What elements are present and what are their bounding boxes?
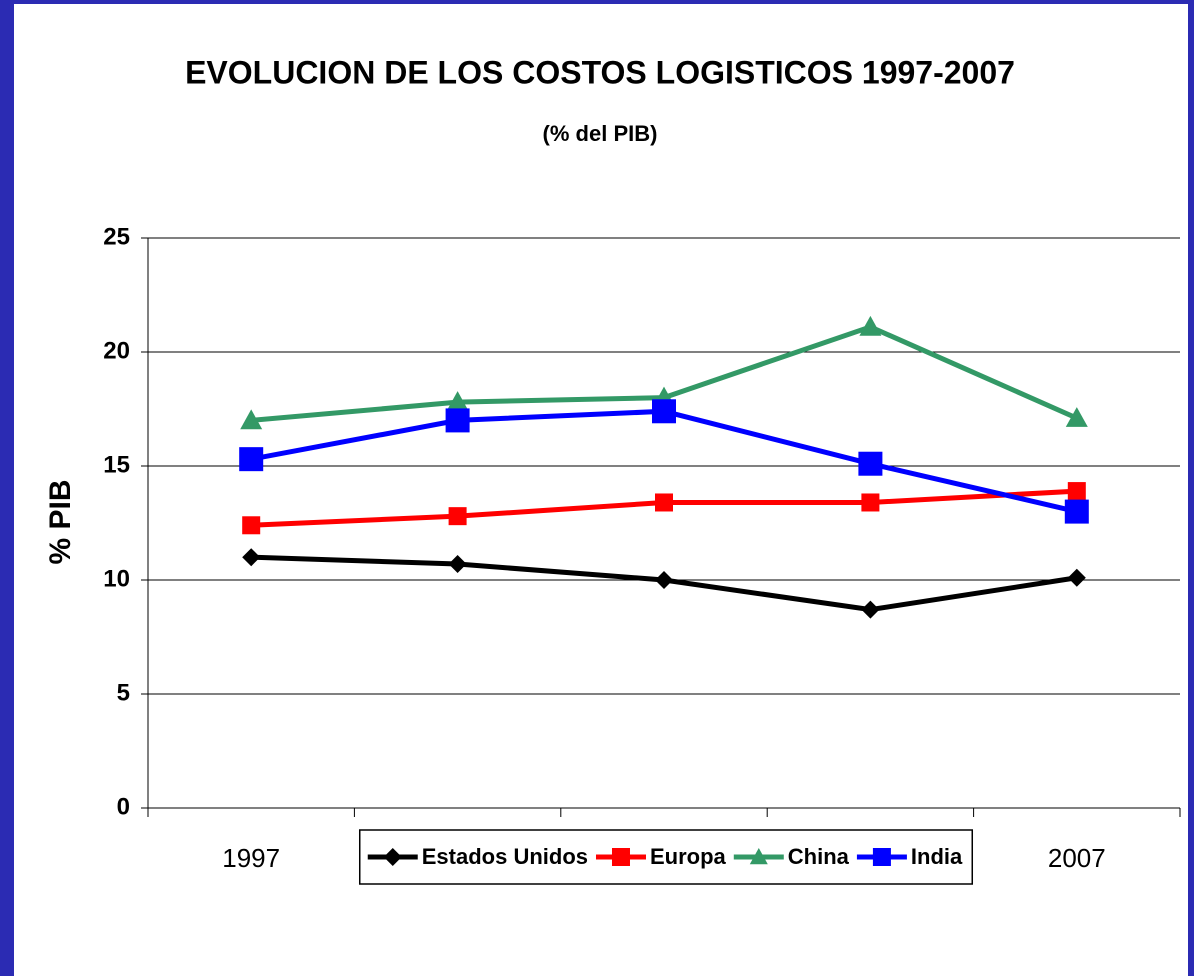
y-tick-label: 5 bbox=[117, 679, 130, 706]
marker bbox=[1064, 499, 1089, 524]
marker bbox=[240, 409, 263, 430]
marker bbox=[448, 555, 467, 574]
marker bbox=[872, 848, 891, 866]
legend-item: China bbox=[733, 844, 850, 869]
legend-label: Europa bbox=[650, 844, 727, 869]
x-tick-label: 2007 bbox=[1048, 843, 1106, 873]
marker bbox=[859, 315, 882, 336]
marker bbox=[858, 451, 883, 476]
marker bbox=[749, 848, 768, 865]
y-tick-label: 15 bbox=[103, 451, 130, 478]
marker bbox=[239, 447, 264, 472]
marker bbox=[655, 493, 673, 512]
marker bbox=[1065, 407, 1088, 427]
x-tick-label: 1997 bbox=[222, 843, 280, 873]
marker bbox=[242, 516, 261, 535]
legend-item: Europa bbox=[595, 844, 727, 869]
chart-title: EVOLUCION DE LOS COSTOS LOGISTICOS 1997-… bbox=[185, 54, 1015, 90]
y-tick-label: 25 bbox=[103, 223, 130, 250]
marker bbox=[652, 399, 676, 424]
marker bbox=[861, 600, 880, 619]
marker bbox=[1067, 482, 1086, 501]
marker bbox=[655, 571, 673, 589]
y-axis-label: % PIB bbox=[44, 479, 77, 564]
legend: Estados Unidos Europa China India bbox=[358, 829, 974, 885]
legend-label: India bbox=[911, 844, 963, 869]
legend-label: Estados Unidos bbox=[422, 844, 588, 869]
legend-item: India bbox=[856, 844, 963, 869]
marker bbox=[445, 408, 470, 433]
y-tick-label: 20 bbox=[103, 337, 130, 364]
y-tick-label: 0 bbox=[117, 793, 130, 820]
legend-item: Estados Unidos bbox=[367, 844, 588, 869]
marker bbox=[1067, 568, 1086, 587]
marker bbox=[446, 391, 469, 411]
legend-label: China bbox=[788, 844, 850, 869]
marker bbox=[861, 493, 880, 512]
marker bbox=[242, 548, 261, 567]
marker bbox=[448, 507, 467, 526]
marker bbox=[383, 848, 402, 866]
y-tick-label: 10 bbox=[103, 565, 130, 592]
marker bbox=[611, 848, 630, 866]
chart-subtitle: (% del PIB) bbox=[543, 121, 658, 146]
